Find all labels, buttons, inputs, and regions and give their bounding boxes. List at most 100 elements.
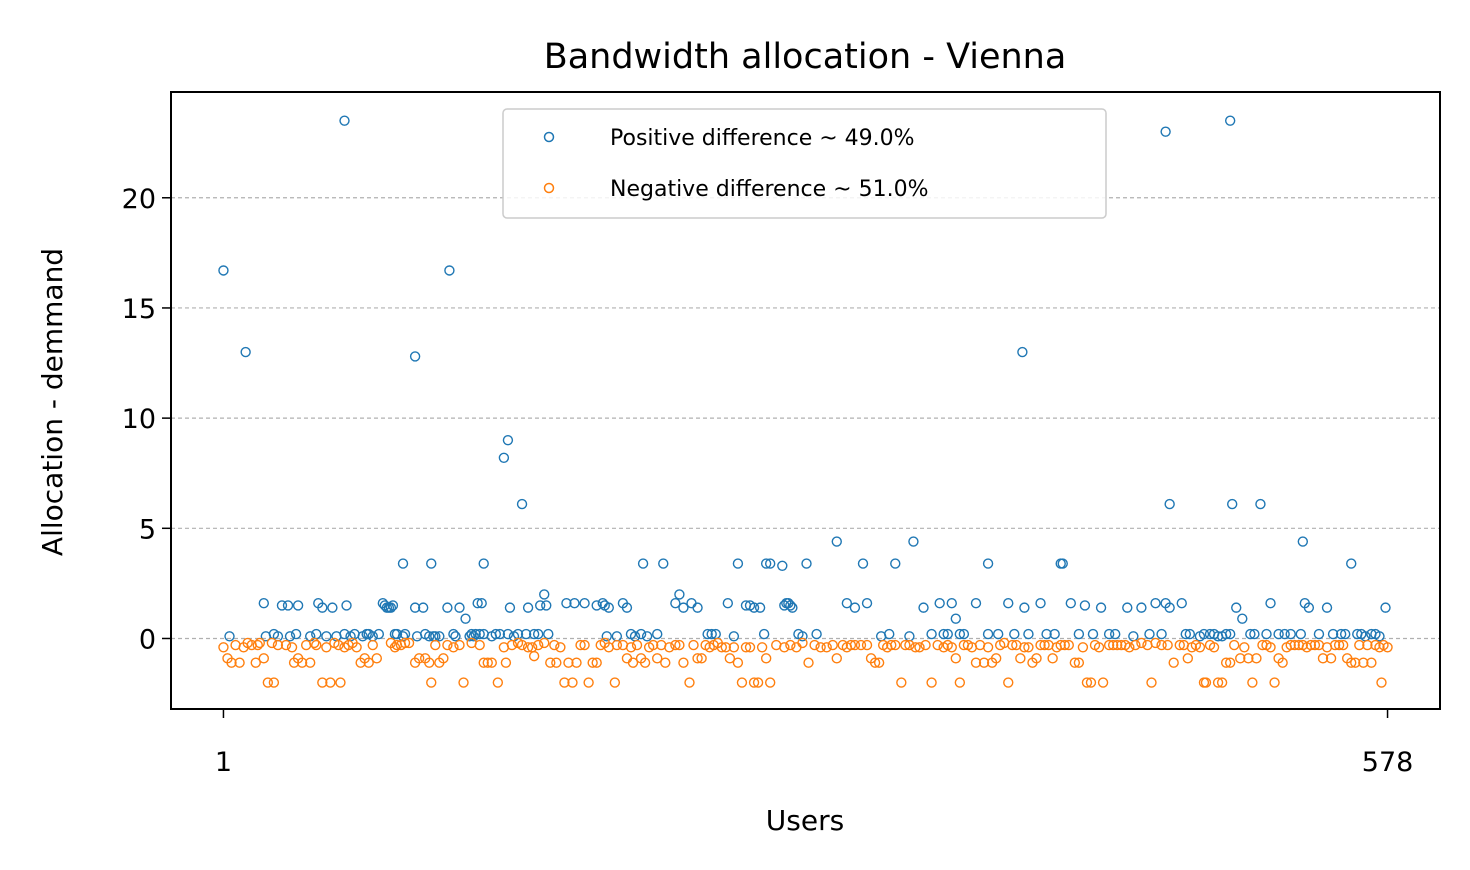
positive-point [1339, 628, 1351, 640]
positive-point [1073, 628, 1085, 640]
positive-point [1128, 631, 1139, 642]
negative-point [982, 642, 994, 653]
positive-point [621, 602, 633, 613]
negative-point [551, 657, 562, 668]
negative-point [539, 637, 550, 649]
positive-point [611, 631, 623, 642]
negative-point [1035, 639, 1046, 651]
negative-point [1224, 657, 1236, 668]
negative-point [1265, 642, 1276, 653]
positive-point [603, 602, 614, 613]
positive-point [1019, 602, 1030, 613]
negative-point [627, 657, 639, 668]
negative-point [1194, 642, 1206, 653]
negative-point [280, 639, 292, 651]
negative-point [506, 639, 518, 651]
positive-point [476, 598, 487, 609]
negative-point [849, 639, 861, 651]
positive-point [1103, 628, 1115, 640]
positive-point [954, 628, 966, 640]
positive-point [1156, 628, 1167, 640]
negative-point [1220, 657, 1232, 668]
x-axis-label: Users [766, 804, 844, 837]
positive-point [541, 600, 552, 611]
negative-point [426, 677, 437, 688]
positive-point [1150, 598, 1161, 609]
positive-point [1136, 602, 1147, 613]
positive-point [494, 628, 506, 640]
positive-point [442, 602, 453, 613]
negative-point [1168, 657, 1179, 668]
positive-point [539, 589, 550, 600]
positive-point [474, 628, 485, 640]
negative-point [744, 642, 756, 653]
negative-point [821, 642, 832, 653]
positive-point [543, 628, 554, 640]
negative-point [371, 653, 382, 664]
positive-point [758, 628, 770, 640]
negative-point [1277, 657, 1288, 668]
positive-point [637, 558, 649, 569]
positive-point [424, 631, 435, 642]
negative-point [914, 642, 925, 653]
negative-point [1229, 639, 1240, 651]
negative-point [309, 637, 320, 649]
positive-point [1327, 628, 1339, 640]
negative-point [639, 657, 651, 668]
positive-point [652, 628, 663, 640]
positive-point [591, 600, 602, 611]
positive-point [992, 628, 1004, 640]
negative-point [803, 657, 814, 668]
negative-point [1325, 653, 1337, 664]
negative-point [785, 639, 796, 651]
x-axis-ticks: 1 578 [215, 709, 1413, 778]
negative-point [920, 639, 931, 651]
negative-point [1305, 639, 1317, 651]
positive-point [658, 558, 669, 569]
positive-point [290, 628, 302, 640]
negative-point [1309, 639, 1321, 651]
y-tick-label: 10 [122, 404, 156, 435]
negative-point [873, 657, 885, 668]
negative-point [664, 642, 675, 653]
negative-point [591, 657, 602, 668]
positive-point [1346, 558, 1357, 569]
negative-point [1235, 653, 1246, 664]
positive-point [678, 602, 689, 613]
negative-point [609, 677, 621, 688]
negative-point [272, 639, 284, 651]
negative-point [1366, 657, 1377, 668]
positive-point [1079, 600, 1091, 611]
negative-point [1162, 639, 1173, 651]
positive-point [811, 628, 822, 640]
negative-point [652, 653, 663, 664]
negative-point [946, 642, 957, 653]
positive-point [339, 115, 350, 126]
negative-point [1107, 639, 1119, 651]
positive-point [1265, 598, 1276, 609]
positive-point [1380, 602, 1391, 613]
negative-point [1055, 639, 1066, 651]
positive-point [926, 628, 937, 640]
negative-point [399, 637, 411, 649]
negative-point [716, 642, 727, 653]
negative-point [226, 657, 237, 668]
positive-point [1164, 498, 1175, 510]
positive-point [321, 631, 332, 642]
negative-point [1329, 639, 1341, 651]
positive-point [1109, 628, 1121, 640]
negative-point [1350, 657, 1361, 668]
negative-point [482, 657, 493, 668]
positive-point [339, 628, 350, 640]
negative-point [268, 677, 280, 688]
negative-point [1146, 677, 1157, 688]
negative-point [1354, 639, 1365, 651]
negative-point [567, 677, 578, 688]
negative-point [815, 642, 826, 653]
negative-point [1200, 677, 1212, 688]
negative-point [625, 642, 637, 653]
positive-point [1285, 628, 1296, 640]
negative-point [1243, 653, 1254, 664]
y-tick-label: 5 [139, 514, 156, 545]
positive-point [341, 600, 352, 611]
